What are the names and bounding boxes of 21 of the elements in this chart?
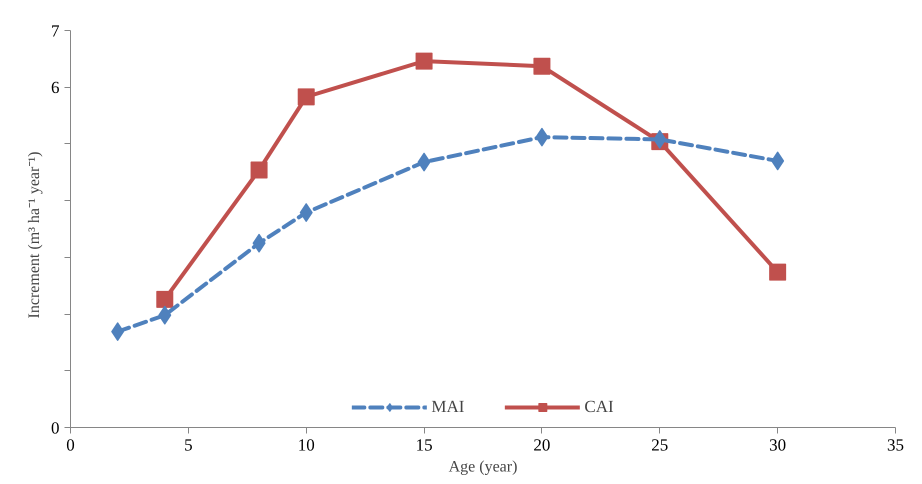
legend-label: CAI (584, 397, 614, 417)
y-tick-label: 0 (51, 418, 60, 438)
y-tick-label: 7 (51, 22, 60, 40)
x-tick-label: 0 (66, 436, 75, 454)
x-tick-label: 30 (769, 436, 786, 454)
x-tick-label: 25 (651, 436, 668, 454)
point (298, 88, 315, 106)
point (250, 162, 268, 179)
x-tick-label: 10 (298, 436, 315, 454)
y-tick-label: 6 (51, 78, 60, 98)
x-axis-title: Age (year) (448, 458, 518, 476)
legend-label: MAI (431, 397, 464, 417)
point (156, 290, 174, 308)
x-tick-label: 20 (533, 436, 550, 454)
x-tick-label: 15 (416, 436, 433, 454)
y-axis-title: Increment (m³ ha⁻¹ year⁻¹) (26, 152, 43, 318)
point (769, 264, 786, 281)
x-tick-label: 35 (887, 436, 904, 454)
point (533, 58, 550, 75)
x-tick-label: 5 (184, 436, 193, 454)
point (416, 52, 433, 70)
